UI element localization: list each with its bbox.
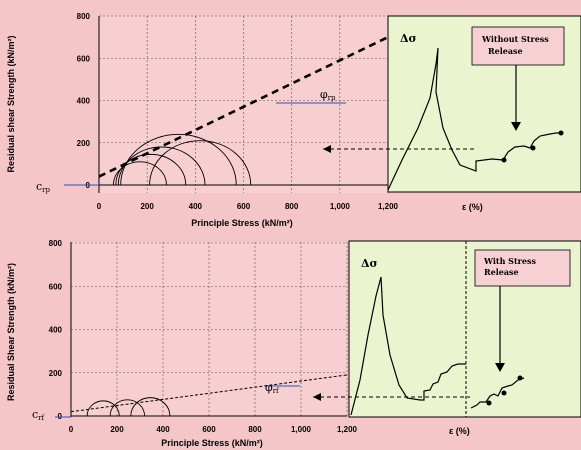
top-x-tick-label: 600 bbox=[237, 202, 251, 211]
bottom-y-axis-label: Residual Shear Strength (kN/m²) bbox=[6, 263, 16, 401]
bottom-inset-stress-strain-curve bbox=[350, 276, 466, 416]
bottom-grid bbox=[70, 242, 348, 417]
bottom-x-tick-label: 600 bbox=[202, 425, 216, 434]
top-mohr-circle bbox=[115, 153, 187, 186]
bottom-intercept-label: crf bbox=[32, 408, 46, 422]
bottom-inset-marker bbox=[517, 375, 523, 381]
top-y-tick-label: 600 bbox=[77, 54, 91, 63]
top-y-tick-label: 200 bbox=[77, 139, 91, 148]
bottom-inset-release-curve bbox=[470, 377, 525, 409]
top-chart: 0 200 400 600 800 1,000 1,200 0 200 400 600 800 Re… bbox=[6, 12, 581, 228]
bottom-chart: 0 200 400 600 800 1,000 1,200 0 200 400 600 800 Re… bbox=[6, 239, 581, 448]
top-inset-arrowhead-left-icon bbox=[323, 145, 331, 153]
bottom-inset-arrowhead-left-icon bbox=[313, 393, 321, 401]
bottom-x-tick-label: 1,000 bbox=[291, 425, 312, 434]
top-x-tick-label: 1,200 bbox=[378, 202, 399, 211]
top-failure-envelope bbox=[98, 35, 389, 178]
bottom-x-axis-label: Principle Stress (kN/m²) bbox=[161, 438, 263, 448]
bottom-callout-box bbox=[474, 249, 571, 287]
top-x-tick-label: 1,000 bbox=[330, 202, 351, 211]
bottom-angle-label: φrf bbox=[265, 381, 280, 395]
bottom-y-tick-label: 200 bbox=[49, 369, 63, 378]
top-callout-arrowhead-down-icon bbox=[511, 122, 521, 131]
top-inset-marker bbox=[501, 157, 507, 163]
top-mohr-circle bbox=[117, 146, 206, 186]
top-x-tick-label: 200 bbox=[140, 202, 154, 211]
bottom-mohr-circle bbox=[86, 400, 120, 417]
top-mohr-circle bbox=[149, 140, 252, 186]
top-x-axis-label: Principle Stress (kN/m²) bbox=[191, 218, 293, 228]
bottom-failure-envelope bbox=[70, 374, 348, 413]
top-grid bbox=[98, 15, 389, 193]
bottom-x-ticks: 0 200 400 600 800 1,000 1,200 bbox=[69, 425, 358, 434]
bottom-mohr-circle bbox=[109, 399, 146, 417]
bottom-inset-marker bbox=[486, 400, 492, 406]
top-callout-line-1: Without Stress bbox=[481, 34, 549, 44]
top-inset-marker bbox=[530, 145, 536, 151]
bottom-inset-marker bbox=[501, 390, 507, 396]
top-y-tick-label: 400 bbox=[77, 97, 91, 106]
top-intercept-label: crp bbox=[36, 180, 51, 194]
bottom-x-tick-label: 0 bbox=[69, 425, 74, 434]
bottom-inset-strain-label: ε (%) bbox=[449, 426, 470, 436]
top-inset-marker bbox=[558, 130, 564, 136]
bottom-x-tick-label: 1,200 bbox=[337, 425, 358, 434]
bottom-mohr-circles bbox=[86, 397, 171, 417]
bottom-x-tick-label: 400 bbox=[156, 425, 170, 434]
top-mohr-circle bbox=[113, 161, 167, 186]
bottom-y-tick-label: 800 bbox=[49, 239, 63, 248]
top-y-tick-label: 800 bbox=[77, 12, 91, 21]
bottom-mohr-circle bbox=[130, 397, 171, 417]
top-y-axis-label: Residual shear Strength (kN/m²) bbox=[6, 35, 16, 172]
bottom-x-tick-label: 800 bbox=[248, 425, 262, 434]
bottom-inset-sigma-label: Δσ bbox=[361, 257, 378, 270]
bottom-x-tick-label: 200 bbox=[110, 425, 124, 434]
top-inset-stress-strain-curve bbox=[387, 47, 562, 191]
top-x-tick-label: 0 bbox=[97, 202, 102, 211]
bottom-y-tick-label: 600 bbox=[49, 282, 63, 291]
top-angle-label: φrp bbox=[320, 88, 336, 102]
top-callout-box bbox=[471, 26, 565, 66]
top-inset-sigma-label: Δσ bbox=[400, 32, 417, 45]
bottom-callout-line-2: Release bbox=[484, 267, 519, 277]
top-x-tick-label: 400 bbox=[189, 202, 203, 211]
top-x-ticks: 0 200 400 600 800 1,000 1,200 bbox=[97, 202, 399, 211]
top-x-tick-label: 800 bbox=[285, 202, 299, 211]
bottom-y-tick-label: 400 bbox=[49, 326, 63, 335]
top-inset-strain-label: ε (%) bbox=[462, 202, 483, 212]
bottom-callout-line-1: With Stress bbox=[483, 256, 536, 266]
top-callout-line-2: Release bbox=[488, 46, 523, 56]
bottom-callout-arrowhead-down-icon bbox=[495, 363, 505, 372]
